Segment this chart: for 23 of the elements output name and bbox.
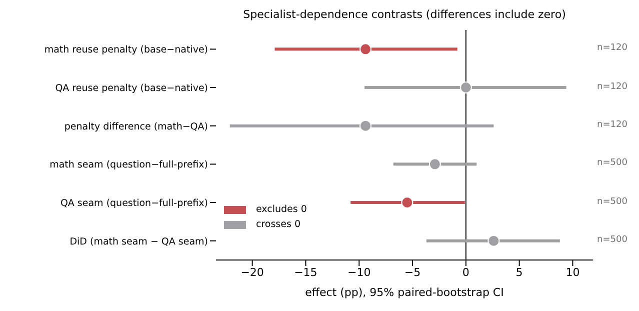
y-tick-label: QA seam (question−full-prefix) xyxy=(60,198,208,209)
y-tick-label: math seam (question−full-prefix) xyxy=(50,160,208,171)
text: n=120 xyxy=(597,43,628,54)
y-tick-label: QA reuse penalty (base−native) xyxy=(55,83,208,94)
y-tick-label: DiD (math seam − QA seam) xyxy=(70,236,208,248)
y-tick-label: math reuse penalty (base−native) xyxy=(44,44,208,56)
x-tick-label: −20 xyxy=(240,266,264,279)
text: n=500 xyxy=(597,196,628,206)
text: n=500 xyxy=(597,158,628,168)
text: n=120 xyxy=(597,82,628,92)
text: n=120 xyxy=(597,120,628,130)
legend-label: crosses 0 xyxy=(255,218,302,232)
y-tick-label: penalty difference (math−QA) xyxy=(64,121,208,132)
x-axis-title: effect (pp), 95% paired-bootstrap CI xyxy=(305,286,504,299)
chart-title: Specialist-dependence contrasts (differences include zero) xyxy=(242,8,567,23)
x-tick-label: 10 xyxy=(566,266,580,279)
x-tick-label: −5 xyxy=(404,266,421,279)
legend-label: excludes 0 xyxy=(255,203,307,217)
x-tick-label: 0 xyxy=(462,266,470,279)
x-tick-label: 5 xyxy=(516,266,523,279)
text: n=500 xyxy=(597,234,628,245)
x-tick-label: −15 xyxy=(294,266,318,279)
x-tick-label: −10 xyxy=(348,266,371,279)
